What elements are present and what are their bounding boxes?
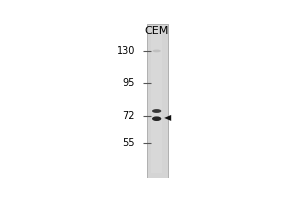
Text: 72: 72: [123, 111, 135, 121]
Text: 55: 55: [123, 138, 135, 148]
Ellipse shape: [152, 116, 161, 121]
Text: CEM: CEM: [145, 26, 169, 36]
Polygon shape: [164, 115, 171, 121]
Ellipse shape: [152, 109, 161, 113]
Bar: [152, 29, 162, 173]
Bar: [147, 24, 168, 178]
Text: 130: 130: [117, 46, 135, 56]
Text: 95: 95: [123, 78, 135, 88]
Ellipse shape: [152, 50, 161, 52]
